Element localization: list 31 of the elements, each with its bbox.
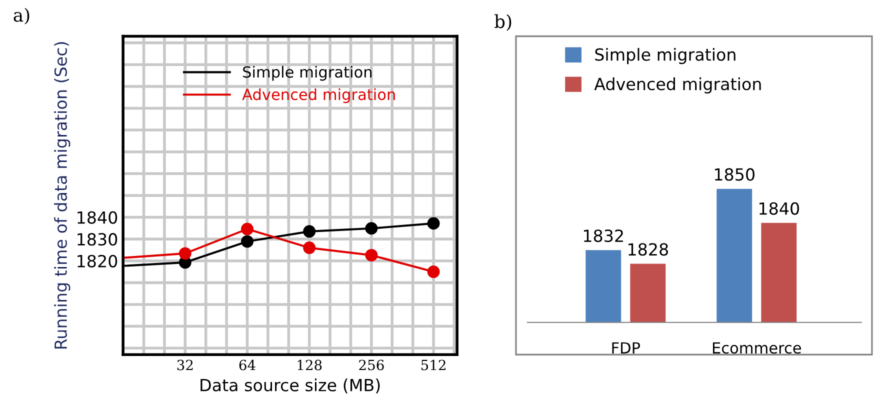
y-tick-label: 1830 xyxy=(78,233,118,246)
x-tick-label: FDP xyxy=(612,342,640,354)
data-label: 1850 xyxy=(714,168,754,181)
x-tick-label: 128 xyxy=(298,360,322,370)
legend-label: Advenced migration xyxy=(242,88,395,104)
point xyxy=(240,222,254,236)
legend-label: Advenced migration xyxy=(594,77,761,94)
x-tick-label: 256 xyxy=(359,360,384,370)
data-label: 1828 xyxy=(628,243,668,256)
data-label: 1832 xyxy=(584,229,623,242)
point xyxy=(427,266,440,278)
point xyxy=(303,225,316,238)
x-tick-label: 512 xyxy=(421,360,446,370)
y-axis-title: Running time of data migration (Sec) xyxy=(54,42,70,349)
point xyxy=(365,222,378,235)
point xyxy=(303,242,316,254)
data-label: 1840 xyxy=(760,202,799,215)
point xyxy=(240,235,254,248)
point xyxy=(178,247,192,260)
legend-label: Simple migration xyxy=(243,66,372,81)
point xyxy=(365,248,378,262)
x-tick-label: 64 xyxy=(239,360,256,370)
legend-label: Simple migration xyxy=(595,48,736,64)
y-tick-label: 1820 xyxy=(78,254,118,268)
x-axis-title: Data source size (MB) xyxy=(200,378,380,394)
x-tick-label: Ecommerce xyxy=(712,342,801,354)
y-tick-label: 1840 xyxy=(78,211,118,224)
x-tick-label: 32 xyxy=(177,360,193,370)
chart-title: b) xyxy=(494,14,512,31)
chart-title: a) xyxy=(14,8,30,24)
point xyxy=(427,217,440,230)
